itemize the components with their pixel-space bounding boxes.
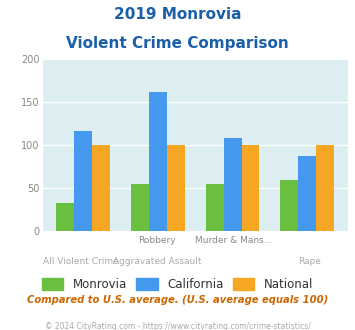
Bar [316,145,334,231]
Bar [75,131,92,231]
Bar [92,145,110,231]
Text: Aggravated Assault: Aggravated Assault [113,257,201,266]
Bar [131,184,149,231]
Bar [298,156,316,231]
Bar [206,184,224,231]
Text: Compared to U.S. average. (U.S. average equals 100): Compared to U.S. average. (U.S. average … [27,295,328,305]
Text: Violent Crime Comparison: Violent Crime Comparison [66,36,289,51]
Bar [149,92,167,231]
Bar [56,203,75,231]
Bar [241,145,260,231]
Text: 2019 Monrovia: 2019 Monrovia [114,7,241,21]
Text: Robbery: Robbery [138,236,176,245]
Bar [167,145,185,231]
Legend: Monrovia, California, National: Monrovia, California, National [37,273,318,296]
Text: Rape: Rape [298,257,321,266]
Text: © 2024 CityRating.com - https://www.cityrating.com/crime-statistics/: © 2024 CityRating.com - https://www.city… [45,322,310,330]
Bar [224,138,241,231]
Bar [280,180,298,231]
Text: All Violent Crime: All Violent Crime [43,257,119,266]
Text: Murder & Mans...: Murder & Mans... [195,236,272,245]
